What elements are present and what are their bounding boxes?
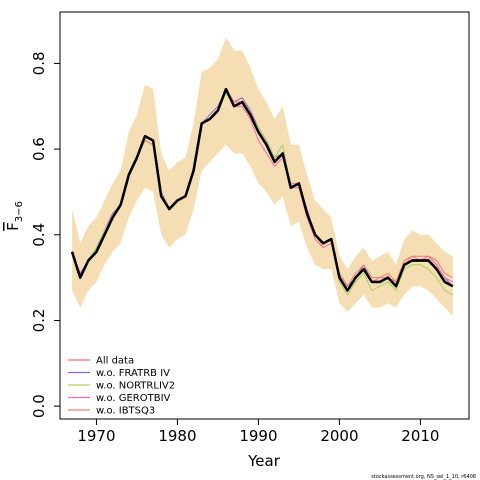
x-tick-label: 2010: [401, 427, 439, 445]
confidence-band: [72, 37, 453, 317]
x-tick-label: 1980: [158, 427, 196, 445]
y-tick-label: 0.8: [30, 51, 48, 75]
x-tick-label: 2000: [320, 427, 358, 445]
legend-label: w.o. FRATRB IV: [96, 368, 170, 379]
y-tick-label: 0.2: [30, 309, 48, 333]
y-tick-label: 0.4: [30, 223, 48, 247]
legend-label: All data: [96, 356, 134, 367]
legend-label: w.o. IBTSQ3: [96, 406, 155, 417]
x-tick-label: 1990: [239, 427, 277, 445]
x-tick-label: 1970: [77, 427, 115, 445]
plot-frame: [59, 11, 470, 420]
y-axis-title-main: F: [4, 222, 22, 231]
estimate-line: [70, 87, 454, 292]
legend-label: w.o. NORTRLIV2: [96, 381, 175, 392]
x-axis-title: Year: [247, 452, 281, 470]
y-axis: 0.0 0.2 0.4 0.6 0.8: [30, 51, 60, 418]
y-tick-label: 0.0: [30, 394, 48, 418]
y-axis-title-sub: 3−6: [14, 201, 25, 222]
series-lines-layer: [70, 87, 454, 296]
confidence-band-layer: [72, 37, 453, 317]
x-axis: 1970 1980 1990 2000 2010: [77, 419, 439, 445]
svg-text:F3−6: F3−6: [4, 201, 25, 231]
credit-text: stockassessment.org, NS_sel_1_10, r6408: [371, 474, 476, 480]
y-axis-title: F3−6: [4, 201, 25, 231]
y-tick-label: 0.6: [30, 137, 48, 161]
legend-label: w.o. GEROTBIV: [96, 393, 171, 404]
